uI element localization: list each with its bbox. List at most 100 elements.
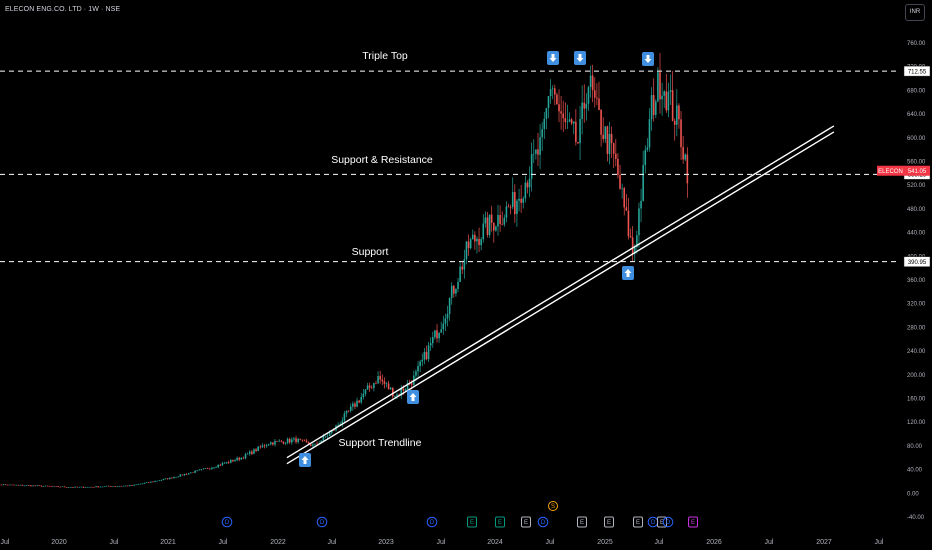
candle [352, 401, 354, 411]
candle [177, 476, 180, 478]
candle-body [347, 410, 350, 412]
candle-body [558, 104, 560, 112]
candle [95, 486, 97, 488]
earnings-event-badge[interactable]: E [657, 516, 667, 528]
candle [463, 249, 466, 279]
x-tick-label: 2022 [270, 539, 286, 546]
future_earnings-event-badge[interactable]: E [688, 516, 698, 528]
candle [269, 441, 272, 446]
dividend-event-badge[interactable]: D [316, 516, 328, 528]
candle [257, 445, 259, 452]
event-label: E [498, 520, 502, 526]
candle-body [82, 486, 85, 488]
candle [30, 485, 32, 487]
candle-body [560, 111, 562, 114]
candle-body [652, 95, 655, 115]
candle [484, 211, 487, 228]
candle-body [678, 105, 680, 120]
candle [74, 486, 76, 488]
earnings-event-badge[interactable]: E [604, 516, 614, 528]
candle-body [204, 468, 207, 469]
candle [608, 121, 611, 165]
candle [32, 485, 34, 487]
event-label: E [636, 520, 640, 526]
candle [528, 166, 531, 198]
candle-body [305, 440, 308, 443]
candle-body [640, 200, 642, 209]
candle [80, 486, 83, 488]
earnings-event-badge[interactable]: E [577, 516, 587, 528]
candle [539, 124, 541, 169]
candle [366, 382, 369, 390]
candle [438, 332, 440, 343]
currency-button[interactable]: INR [905, 4, 925, 21]
candle-body [4, 484, 7, 486]
candle [101, 486, 104, 488]
candle [579, 105, 581, 161]
candle [621, 183, 623, 199]
candle [133, 484, 135, 486]
split-icon [548, 501, 558, 511]
candle [587, 85, 590, 111]
candle-body [86, 486, 89, 488]
candle-body [373, 383, 375, 388]
support-trendline [286, 125, 835, 465]
candle [244, 452, 247, 460]
candle [625, 194, 628, 211]
candle [118, 485, 121, 487]
dividend-event-badge[interactable]: D [647, 516, 659, 528]
candle [206, 467, 209, 470]
candle [274, 438, 276, 447]
up-arrow-marker [407, 390, 419, 404]
candle [448, 297, 451, 321]
dividend-event-badge[interactable]: D [221, 516, 233, 528]
candle [610, 126, 613, 159]
event-label: E [524, 520, 528, 526]
candle [28, 484, 30, 486]
candle-body [621, 188, 623, 189]
earnings-event-badge[interactable]: E [633, 516, 643, 528]
y-axis: 760.00720.00680.00640.00600.00560.00520.… [907, 41, 926, 521]
candle-body [551, 88, 554, 90]
candle [568, 112, 571, 123]
x-tick-label: Jul [875, 539, 884, 546]
event-label: E [580, 520, 584, 526]
candle-body [423, 351, 426, 360]
candle [427, 341, 430, 363]
y-tick-label: 240.00 [907, 349, 926, 355]
candle [295, 435, 297, 444]
earnings-event-badge[interactable]: E [495, 516, 505, 528]
candle [347, 410, 350, 413]
candle-body [419, 361, 421, 366]
candle-body [316, 443, 318, 445]
candle [293, 437, 295, 442]
event-label: D [225, 520, 230, 526]
dividend-event-badge[interactable]: D [426, 516, 438, 528]
candle [379, 370, 381, 384]
candle [503, 214, 506, 227]
candle-body [610, 133, 613, 144]
candle [246, 452, 249, 455]
candle-body [387, 383, 390, 390]
y-tick-label: 760.00 [907, 41, 926, 47]
candle-body [358, 400, 360, 403]
candle-body [61, 486, 64, 488]
earnings-event-badge[interactable]: E [521, 516, 531, 528]
candle [396, 392, 398, 400]
candle [65, 486, 68, 488]
earnings-event-badge[interactable]: E [467, 516, 477, 528]
split-event-badge[interactable]: S [548, 501, 558, 511]
candle [356, 397, 358, 408]
dividend-event-badge[interactable]: D [537, 516, 549, 528]
candle-body [141, 483, 144, 485]
candle [446, 305, 449, 327]
candle [665, 73, 668, 113]
y-tick-label: 320.00 [907, 302, 926, 308]
dividend-event-badge[interactable]: D [662, 516, 674, 528]
candle [368, 382, 371, 392]
event-label: E [660, 520, 664, 526]
candle-body [89, 486, 91, 488]
candle-body [160, 479, 163, 481]
candle-body [461, 266, 464, 270]
